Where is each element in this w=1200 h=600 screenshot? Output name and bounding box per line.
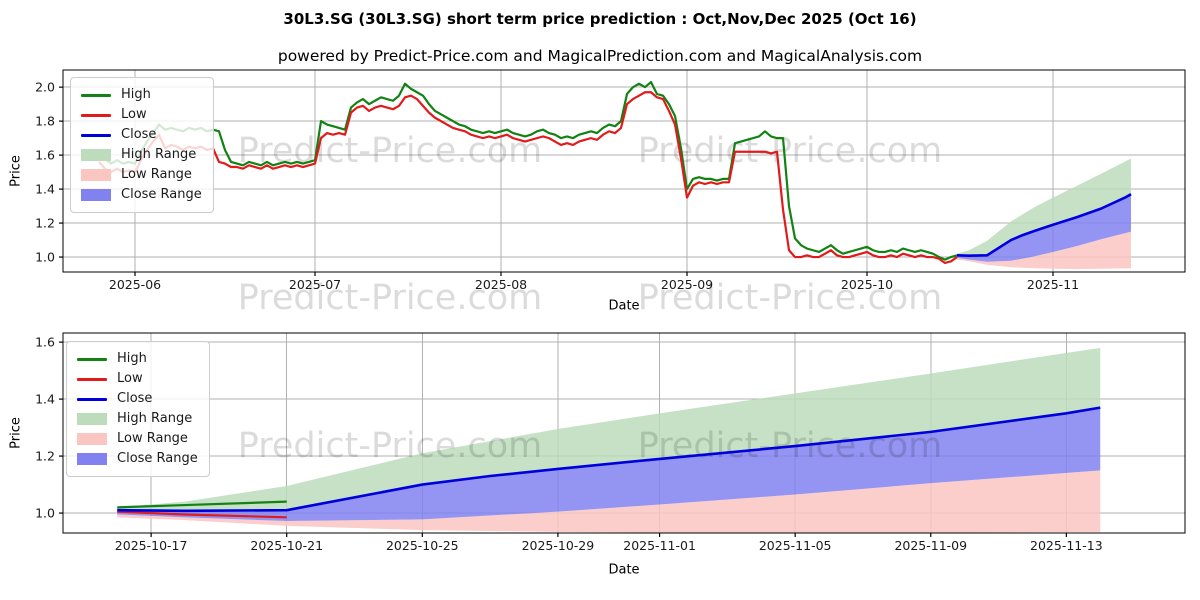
- high-swatch: [81, 93, 111, 97]
- x-tick-label: 2025-10-17: [115, 538, 188, 553]
- y-tick-label: 1.0: [35, 506, 55, 521]
- bottom-chart-legend: High Low Close High Range Low Range Close Ran…: [66, 341, 210, 477]
- legend-item-close-range: Close Range: [81, 185, 202, 205]
- y-tick-label: 1.6: [35, 148, 55, 163]
- top-chart-legend: High Low Close High Range Low Range Close Ran…: [70, 77, 214, 213]
- close-line: [956, 193, 1132, 257]
- high-range-swatch: [81, 149, 111, 161]
- legend-item-close: Close: [77, 389, 198, 409]
- watermark: Predict-Price.com: [238, 426, 542, 466]
- x-tick-label: 2025-11-05: [759, 538, 832, 553]
- x-tick-label: 2025-10-29: [522, 538, 595, 553]
- legend-label: Close: [121, 127, 157, 142]
- watermark: Predict-Price.com: [638, 278, 942, 318]
- x-tick-label: 2025-08: [475, 277, 527, 292]
- page-title: 30L3.SG (30L3.SG) short term price predi…: [283, 10, 917, 28]
- legend-label: High Range: [117, 411, 193, 426]
- legend-label: Close: [117, 391, 153, 406]
- close-swatch: [77, 397, 107, 401]
- x-tick-label: 2025-11-09: [894, 538, 967, 553]
- high-range-band: [957, 158, 1131, 256]
- low-swatch: [77, 377, 107, 381]
- series-lines: [98, 80, 1132, 265]
- x-tick-label: 2025-10-25: [386, 538, 459, 553]
- close-swatch: [81, 133, 111, 137]
- bottom-chart-x-axis-label: Date: [608, 562, 640, 578]
- high-range-band: [117, 347, 1101, 511]
- legend-label: Low Range: [117, 431, 188, 446]
- legend-label: Low: [117, 371, 143, 386]
- low-line: [98, 91, 958, 265]
- x-tick-label: 2025-11: [1027, 277, 1079, 292]
- legend-label: Close Range: [121, 187, 202, 202]
- legend-label: High: [121, 87, 151, 102]
- x-tick-label: 2025-10-21: [250, 538, 323, 553]
- legend-item-low-range: Low Range: [77, 429, 198, 449]
- low-line: [117, 510, 287, 519]
- y-tick-label: 1.2: [35, 449, 55, 464]
- x-tick-label: 2025-11-13: [1030, 538, 1103, 553]
- y-tick-label: 1.2: [35, 216, 55, 231]
- top-chart-x-axis-label: Date: [608, 298, 640, 314]
- top-chart-y-axis-label: Price: [8, 155, 24, 187]
- top-chart: Predict-Price.com Predict-Price.com2025-0…: [35, 69, 1186, 292]
- bottom-chart: Predict-Price.com Predict-Price.com2025-1…: [35, 332, 1186, 553]
- axis-ticks: 2025-10-17 2025-10-21 2025-10-25 2025-10-29…: [35, 335, 1103, 553]
- legend-item-low: Low: [81, 105, 202, 125]
- high-swatch: [77, 357, 107, 361]
- low-range-swatch: [77, 433, 107, 445]
- x-tick-label: 2025-11-01: [623, 538, 696, 553]
- x-tick-label: 2025-06: [109, 277, 161, 292]
- legend-label: Low Range: [121, 167, 192, 182]
- low-range-band: [957, 231, 1131, 270]
- watermark: Predict-Price.com: [638, 131, 942, 171]
- high-line: [117, 500, 287, 509]
- close-range-swatch: [81, 189, 111, 201]
- legend-label: High: [117, 351, 147, 366]
- legend-label: High Range: [121, 147, 197, 162]
- legend-item-high: High: [81, 85, 202, 105]
- legend-item-close: Close: [81, 125, 202, 145]
- y-tick-label: 1.4: [35, 182, 55, 197]
- legend-item-close-range: Close Range: [77, 449, 198, 469]
- legend-item-high: High: [77, 349, 198, 369]
- y-tick-label: 1.4: [35, 392, 55, 407]
- x-tick-label: 2025-10: [841, 277, 893, 292]
- x-tick-label: 2025-09: [661, 277, 713, 292]
- y-tick-label: 1.0: [35, 250, 55, 265]
- legend-item-high-range: High Range: [77, 409, 198, 429]
- legend-item-low: Low: [77, 369, 198, 389]
- low-range-band: [117, 470, 1101, 533]
- x-tick-label: 2025-07: [289, 277, 341, 292]
- y-tick-label: 1.8: [35, 114, 55, 129]
- bottom-chart-y-axis-label: Price: [8, 417, 24, 449]
- low-range-swatch: [81, 169, 111, 181]
- high-range-swatch: [77, 413, 107, 425]
- legend-label: Low: [121, 107, 147, 122]
- legend-item-low-range: Low Range: [81, 165, 202, 185]
- axes-frame: [62, 332, 1186, 534]
- high-line: [98, 80, 958, 261]
- gridlines: [63, 70, 1185, 272]
- watermark: Predict-Price.com: [238, 278, 542, 318]
- powered-by-subtitle: powered by Predict-Price.com and Magical…: [277, 47, 923, 65]
- low-swatch: [81, 113, 111, 117]
- axis-ticks: 2025-06 2025-07 2025-08 2025-09 2025-10 2025-…: [35, 80, 1079, 292]
- y-tick-label: 1.6: [35, 335, 55, 350]
- legend-item-high-range: High Range: [81, 145, 202, 165]
- y-tick-label: 2.0: [35, 80, 55, 95]
- legend-label: Close Range: [117, 451, 198, 466]
- close-line: [117, 406, 1101, 513]
- close-range-swatch: [77, 453, 107, 465]
- range-bands: [957, 158, 1131, 270]
- series-lines: [117, 406, 1101, 519]
- axes-frame: [62, 69, 1186, 273]
